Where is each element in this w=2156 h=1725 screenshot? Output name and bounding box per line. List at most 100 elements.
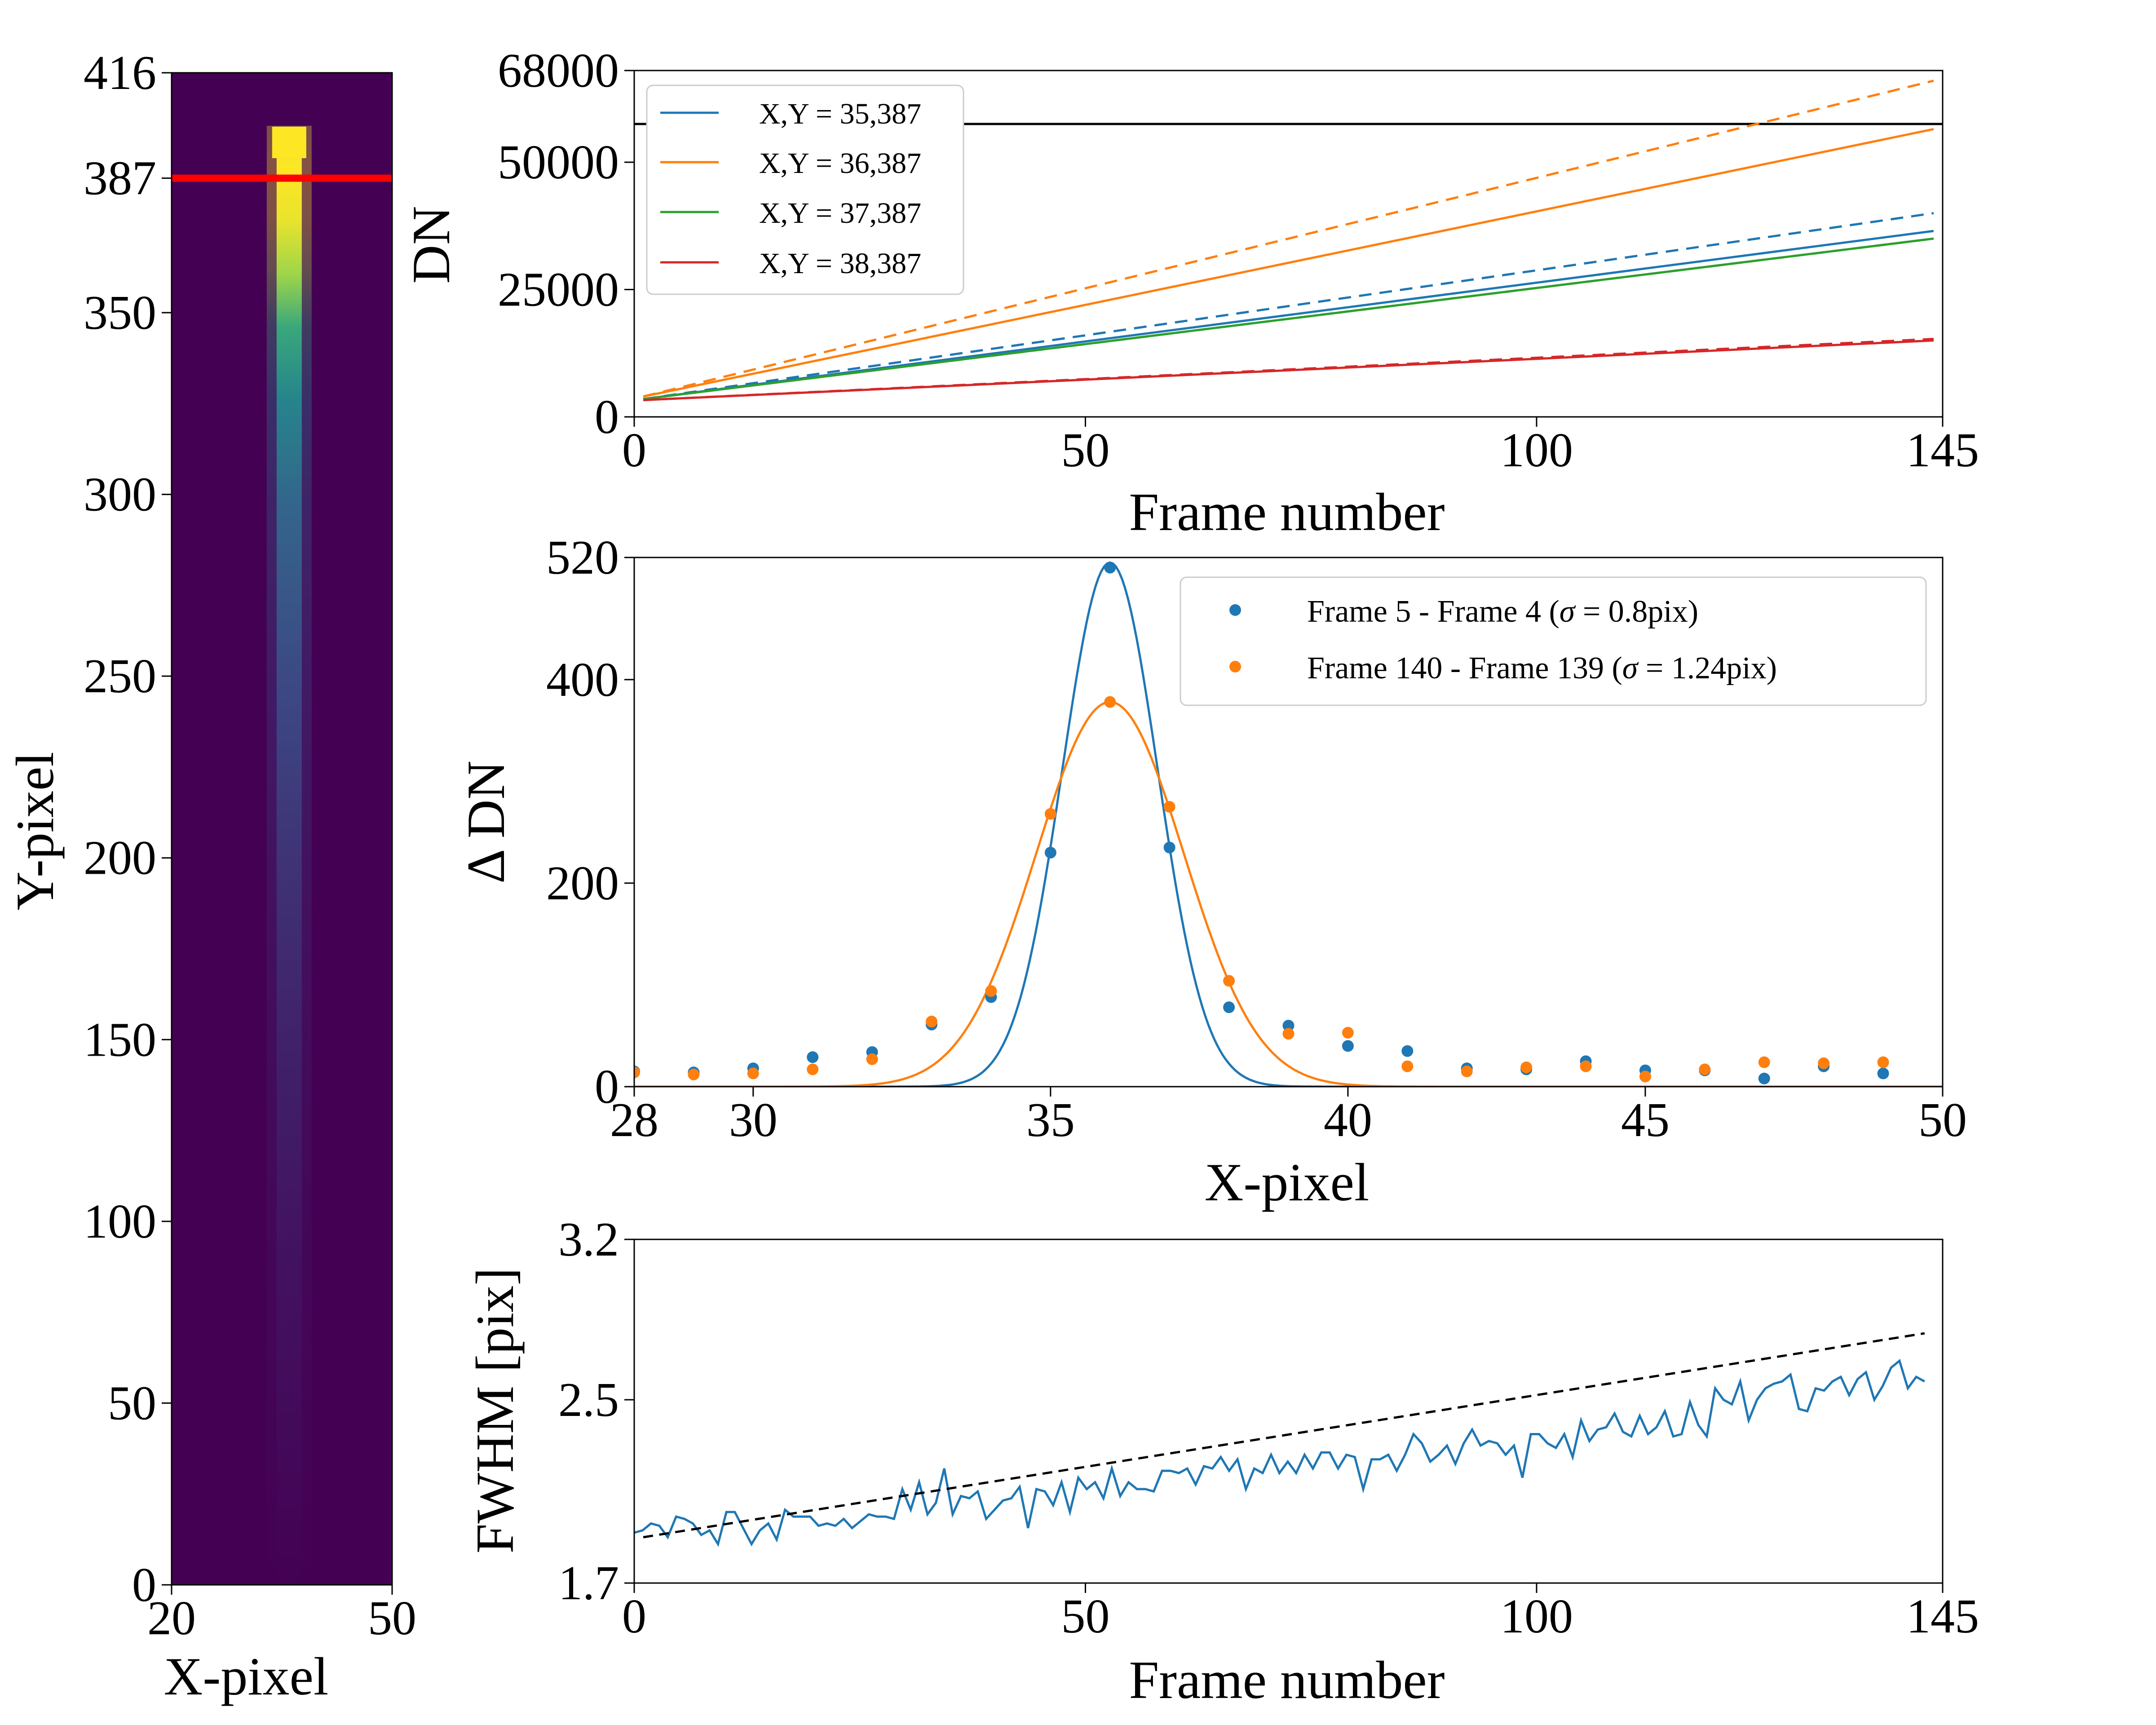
profile-xtick-label-1: 30 [729, 1093, 778, 1147]
profile-point-1-20 [1818, 1057, 1830, 1069]
profile-point-1-14 [1461, 1066, 1473, 1078]
profile-point-0-11 [1282, 1020, 1294, 1032]
profile-point-1-6 [985, 985, 997, 997]
ramp-ytick-label-0: 0 [595, 390, 619, 444]
profile-xtick-label-0: 28 [610, 1093, 658, 1147]
fwhm-ylabel: FWHM [pix] [465, 1268, 525, 1554]
profile-ticks: 28 30 35 40 45 50 0 200 400 520 [546, 531, 1967, 1147]
profile-point-1-4 [866, 1053, 878, 1065]
fwhm-frame [633, 1238, 1944, 1584]
profile-point-1-17 [1639, 1070, 1651, 1083]
profile-point-1-10 [1223, 975, 1235, 987]
profile-ytick-label-2: 400 [546, 653, 619, 707]
fwhm-xlabel: Frame number [1129, 1650, 1445, 1710]
image-ytick-label-6: 300 [84, 468, 156, 522]
image-ytick-label-4: 200 [84, 832, 156, 885]
fwhm-xtick-label-3: 145 [1906, 1590, 1979, 1643]
fwhm-ytick-label-0: 1.7 [558, 1557, 619, 1610]
ramp-ticks: 0 50 100 145 0 25000 50000 68000 [498, 44, 1979, 477]
trail-head [272, 127, 306, 158]
ramp-line-0 [643, 230, 1934, 400]
ramp-xtick-label-1: 50 [1061, 424, 1109, 477]
image-ticks: 20 50 0 50 100 150 200 250 300 350 387 416 [84, 46, 416, 1645]
profile-point-1-3 [807, 1063, 819, 1075]
profile-point-1-2 [747, 1067, 759, 1079]
profile-point-0-19 [1758, 1072, 1770, 1084]
profile-ytick-label-0: 0 [595, 1060, 619, 1114]
image-xtick-label-1: 50 [368, 1592, 416, 1645]
fwhm-ticks: 0 50 100 145 1.7 2.5 3.2 [558, 1213, 1979, 1643]
profile-legend: Frame 5 - Frame 4 (σ = 0.8pix) Frame 140… [1180, 576, 1927, 706]
fwhm-ytick-label-1: 2.5 [558, 1373, 619, 1427]
ramp-ytick-label-3: 68000 [498, 44, 619, 97]
ramp-ideal-line-1 [643, 80, 1934, 398]
ramp-legend-label-3: X,Y = 38,387 [759, 247, 921, 280]
fwhm-xtick-label-1: 50 [1061, 1590, 1109, 1643]
ramp-legend-label-1: X,Y = 36,387 [759, 147, 921, 180]
ramp-ytick-label-1: 25000 [498, 263, 619, 317]
profile-point-0-9 [1163, 841, 1175, 854]
image-ytick-label-2: 100 [84, 1195, 156, 1248]
profile-frame [633, 557, 1944, 1088]
fwhm-ytick-label-2: 3.2 [558, 1213, 619, 1266]
ramp-panel: 0 50 100 145 0 25000 50000 68000 Frame number D… [401, 44, 1979, 542]
fwhm-trend-line [643, 1332, 1925, 1539]
profile-point-1-18 [1699, 1063, 1711, 1075]
profile-legend-marker-1 [1229, 661, 1241, 672]
profile-point-1-19 [1758, 1056, 1770, 1068]
profile-ytick-label-3: 520 [546, 531, 619, 584]
profile-point-0-8 [1104, 562, 1116, 574]
image-ytick-label-3: 150 [84, 1013, 156, 1066]
profile-point-1-16 [1580, 1060, 1592, 1072]
image-ytick-label-8: 387 [84, 152, 156, 205]
image-ytick-label-0: 0 [132, 1558, 156, 1612]
profile-point-0-12 [1342, 1040, 1354, 1052]
image-ytick-label-9: 416 [84, 46, 156, 100]
profile-point-1-8 [1104, 696, 1116, 708]
ramp-xtick-label-3: 145 [1906, 424, 1979, 477]
profile-point-0-10 [1223, 1001, 1235, 1013]
ramp-legend-label-2: X,Y = 37,387 [759, 197, 921, 230]
ramp-xlabel: Frame number [1129, 482, 1445, 542]
image-xtick-label-0: 20 [147, 1592, 196, 1645]
profile-xtick-label-5: 50 [1918, 1093, 1967, 1147]
fwhm-series-line [634, 1359, 1926, 1547]
fwhm-xtick-label-0: 0 [622, 1590, 646, 1643]
image-frame [171, 72, 393, 1586]
profile-xtick-label-2: 35 [1026, 1093, 1075, 1147]
profile-legend-label-1: Frame 140 - Frame 139 (σ = 1.24pix) [1307, 651, 1777, 686]
profile-point-1-12 [1342, 1026, 1354, 1039]
profile-xtick-label-4: 45 [1621, 1093, 1670, 1147]
ramp-legend-box [646, 84, 964, 295]
profile-panel: 28 30 35 40 45 50 0 200 400 520 X-pixel Δ DN Fram… [456, 531, 1967, 1212]
profile-point-1-1 [688, 1068, 700, 1080]
profile-point-1-7 [1044, 808, 1056, 820]
profile-point-0-21 [1877, 1067, 1889, 1079]
ramp-frame [633, 70, 1944, 418]
profile-point-0-3 [807, 1051, 819, 1063]
fwhm-xtick-label-2: 100 [1500, 1590, 1573, 1643]
ramp-line-1 [643, 128, 1934, 398]
fwhm-panel: 0 50 100 145 1.7 2.5 3.2 Frame number FWHM [pi… [465, 1213, 1979, 1710]
ramp-ylabel: DN [401, 206, 461, 283]
profile-point-1-13 [1401, 1060, 1414, 1072]
profile-point-0-13 [1401, 1045, 1414, 1057]
profile-point-0-7 [1044, 846, 1056, 858]
image-ytick-label-7: 350 [84, 286, 156, 340]
image-ylabel: Y-pixel [5, 752, 65, 910]
profile-legend-label-0: Frame 5 - Frame 4 (σ = 0.8pix) [1307, 594, 1698, 629]
ramp-legend-label-0: X,Y = 35,387 [759, 97, 921, 130]
profile-point-1-5 [926, 1016, 938, 1028]
trail-core [276, 130, 302, 1585]
profile-point-1-11 [1282, 1028, 1294, 1040]
ramp-ideal-line-0 [643, 212, 1934, 400]
ramp-xtick-label-2: 100 [1500, 424, 1573, 477]
profile-ylabel: Δ DN [456, 761, 516, 884]
ramp-ytick-label-2: 50000 [498, 136, 619, 189]
ramp-legend: X,Y = 35,387 X,Y = 36,387 X,Y = 37,387 X… [646, 84, 964, 295]
profile-xlabel: X-pixel [1205, 1152, 1370, 1212]
profile-point-1-21 [1877, 1056, 1889, 1068]
profile-legend-box [1180, 576, 1927, 706]
ramp-xtick-label-0: 0 [622, 424, 646, 477]
